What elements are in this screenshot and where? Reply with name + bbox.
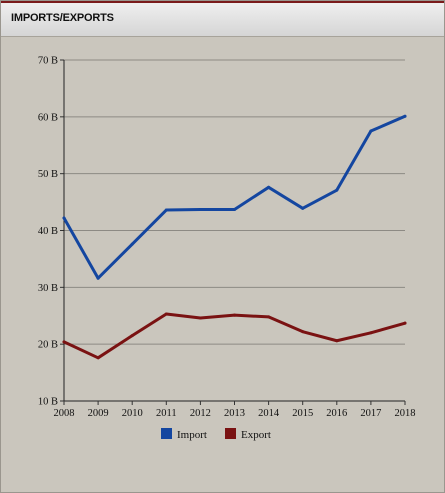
- y-tick-label: 40 B: [38, 226, 58, 237]
- x-tick-label: 2018: [395, 408, 416, 419]
- export-series-line: [62, 312, 407, 360]
- import-series-line: [62, 114, 407, 280]
- y-tick-label: 10 B: [38, 397, 58, 408]
- import-data-point: [164, 208, 168, 212]
- x-tick-label: 2016: [326, 408, 347, 419]
- import-data-point: [198, 207, 202, 211]
- import-data-point: [96, 276, 100, 280]
- x-tick-label: 2012: [190, 408, 211, 419]
- export-legend-swatch[interactable]: [225, 428, 236, 439]
- import-data-point: [403, 114, 407, 118]
- import-data-point: [369, 129, 373, 133]
- y-tick-label: 50 B: [38, 169, 58, 180]
- export-data-point: [335, 339, 339, 343]
- x-tick-label: 2008: [54, 408, 75, 419]
- import-data-point: [130, 242, 134, 246]
- import-data-point: [301, 206, 305, 210]
- import-legend-label[interactable]: Import: [177, 429, 207, 441]
- x-tick-label: 2011: [156, 408, 177, 419]
- export-data-point: [267, 315, 271, 319]
- panel-title: IMPORTS/EXPORTS: [11, 12, 114, 24]
- export-data-point: [164, 312, 168, 316]
- y-tick-label: 20 B: [38, 340, 58, 351]
- y-tick-label: 60 B: [38, 112, 58, 123]
- export-data-point: [233, 313, 236, 317]
- import-data-point: [62, 216, 66, 220]
- x-tick-label: 2014: [258, 408, 280, 419]
- import-data-point: [233, 207, 236, 211]
- panel-header: IMPORTS/EXPORTS: [1, 1, 444, 37]
- export-data-point: [403, 321, 407, 325]
- import-data-point: [267, 185, 271, 189]
- x-tick-label: 2013: [224, 408, 245, 419]
- y-tick-label: 30 B: [38, 283, 58, 294]
- x-tick-label: 2009: [88, 408, 109, 419]
- export-data-point: [130, 334, 134, 338]
- import-data-point: [335, 188, 339, 192]
- export-legend-label[interactable]: Export: [241, 429, 271, 441]
- y-tick-label: 70 B: [38, 56, 58, 67]
- export-data-point: [198, 316, 202, 320]
- x-tick-label: 2010: [122, 408, 143, 419]
- export-data-point: [301, 330, 305, 334]
- export-data-point: [62, 340, 66, 344]
- x-tick-label: 2017: [360, 408, 381, 419]
- export-data-point: [96, 356, 100, 360]
- export-data-point: [369, 331, 373, 335]
- x-tick-label: 2015: [292, 408, 313, 419]
- import-legend-swatch[interactable]: [161, 428, 172, 439]
